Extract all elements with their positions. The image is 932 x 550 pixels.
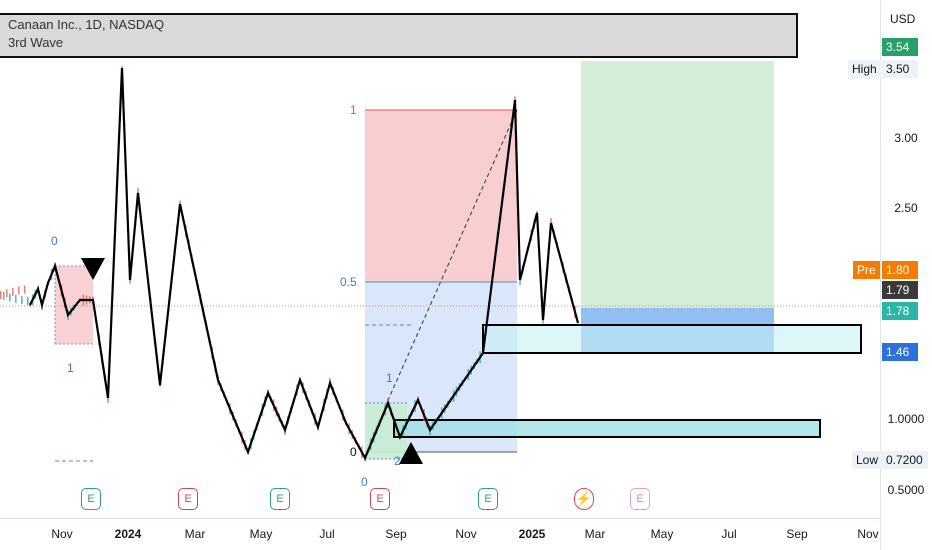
earnings-icon[interactable]: E [370,488,390,510]
entry-price-tag: 1.78 [882,302,918,320]
fib-main-red-zone [365,110,517,282]
pre-market-price-tag: 1.80 [882,261,918,279]
time-tick: 2024 [114,527,142,541]
support-box-lower[interactable] [393,419,821,438]
high-label: High [848,60,881,78]
chart-title-box: Canaan Inc., 1D, NASDAQ 3rd Wave [0,13,798,58]
time-tick: Nov [455,527,477,541]
earnings-icon[interactable]: E [178,488,198,510]
fib-left-bottom-label: 1 [67,361,74,375]
target-price-tag: 3.54 [882,38,918,56]
sell-triangle-icon [81,258,105,280]
target-zone [581,61,774,308]
earnings-icon[interactable]: E [81,488,101,510]
candle [24,285,26,294]
time-axis-border [0,518,880,519]
fib-small-side-label: 2 [394,454,401,468]
time-tick: May [249,527,273,541]
fib-main-level-0-label: 0 [350,445,357,459]
time-tick: Jul [721,527,737,541]
low-label: Low [852,451,883,469]
last-price-tag: 1.79 [882,281,918,299]
time-tick: Sep [786,527,808,541]
time-tick: 2025 [518,527,546,541]
wave-zigzag-line [29,67,580,461]
earnings-icon[interactable]: E [630,488,650,510]
lightning-icon[interactable]: ⚡ [574,488,594,510]
price-tick: 0.5000 [887,483,925,497]
time-tick: Jul [319,527,335,541]
symbol-title: Canaan Inc., 1D, NASDAQ [8,17,165,32]
candle [3,291,5,300]
time-tick: Nov [857,527,879,541]
fib-main-level-05-label: 0.5 [340,275,357,289]
time-tick: Sep [385,527,407,541]
time-tick: Nov [51,527,73,541]
fib-small-top-label: 1 [386,371,393,385]
price-tick: 1.0000 [887,412,925,426]
fib-left-top-label: 0 [51,234,58,248]
wave-annotation: 3rd Wave [8,35,64,50]
candle [0,291,2,299]
low-price-tag: 0.7200 [882,451,928,469]
earnings-icon[interactable]: E [270,488,290,510]
candle [15,294,17,303]
support-box-upper[interactable] [482,324,862,354]
time-tick: Mar [584,527,606,541]
pre-market-label: Pre [853,261,880,279]
price-tick: 2.50 [894,201,918,215]
candle [21,296,23,305]
candle [12,287,14,296]
fib-main-level-1-label: 1 [350,103,357,117]
candle [9,293,11,302]
price-axis-border [880,0,881,550]
time-tick: Mar [184,527,206,541]
buy-triangle-icon [399,442,423,464]
fib-small-bottom-label: 0 [361,475,368,489]
currency-label[interactable]: USD [890,12,916,26]
candle [6,289,8,298]
candle [18,286,20,295]
support-price-tag: 1.46 [882,343,918,361]
fib-main-trend-dashed [364,109,518,453]
high-price-tag: 3.50 [882,60,918,78]
candle [27,296,29,305]
time-tick: May [650,527,674,541]
earnings-icon[interactable]: E [478,488,498,510]
price-tick: 3.00 [894,131,918,145]
